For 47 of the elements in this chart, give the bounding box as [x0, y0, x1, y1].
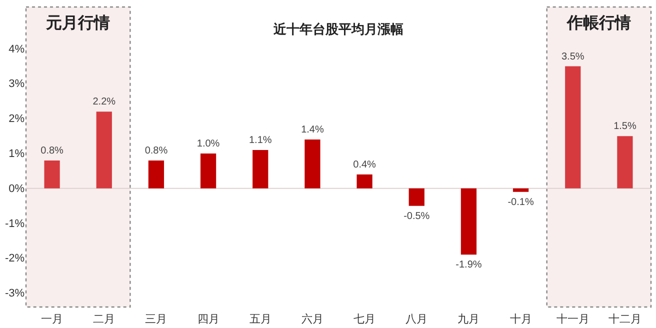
data-label: -0.1%	[508, 196, 534, 208]
data-label: 1.0%	[196, 138, 220, 150]
x-tick-label: 八月	[406, 314, 428, 326]
y-tick-label: 2%	[8, 113, 25, 126]
text: 近十年台股平均月漲幅	[272, 21, 404, 36]
x-tick-label: 九月	[458, 312, 480, 326]
data-label: -0.5%	[404, 210, 430, 222]
bar	[408, 188, 424, 206]
bar	[617, 136, 633, 188]
x-tick-label: 五月	[249, 314, 272, 326]
x-tick-label: 十一月	[556, 312, 590, 326]
bar	[252, 150, 268, 188]
data-label: 3.5%	[561, 51, 584, 62]
data-label: -1.9%	[456, 260, 482, 271]
data-label: 0.8%	[144, 145, 168, 156]
bar	[356, 174, 372, 188]
x-tick-label: 十月	[510, 312, 532, 326]
x-tick-label: 十二月	[608, 312, 642, 326]
x-tick-label: 七月	[354, 312, 376, 326]
bar	[148, 160, 164, 188]
y-tick-label: -3%	[4, 288, 25, 300]
y-tick-label: -2%	[4, 252, 25, 265]
bar	[460, 188, 477, 255]
x-tick-label: 六月	[301, 312, 324, 326]
data-label: 2.2%	[92, 96, 116, 108]
data-label: 1.5%	[614, 121, 636, 132]
bar	[96, 112, 112, 188]
y-tick-label: -1%	[4, 218, 25, 230]
y-tick-label: 3%	[8, 78, 25, 90]
y-tick-label: 0%	[8, 182, 25, 195]
band-label: 元月行情	[45, 14, 110, 32]
bar	[304, 140, 320, 188]
data-label: 0.8%	[40, 145, 64, 156]
data-label: 1.1%	[248, 135, 272, 146]
band-label: 作帳行情	[566, 14, 631, 32]
x-tick-label: 三月	[145, 314, 168, 326]
data-label: 0.4%	[353, 159, 376, 170]
y-tick-label: 4%	[8, 43, 25, 56]
bar	[200, 154, 216, 188]
bar	[565, 66, 581, 188]
bar	[44, 160, 60, 188]
x-tick-label: 一月	[41, 314, 64, 326]
x-tick-label: 四月	[197, 314, 220, 326]
y-tick-label: 1%	[8, 148, 25, 160]
bar	[512, 188, 529, 192]
data-label: 1.4%	[301, 124, 324, 136]
x-tick-label: 二月	[93, 314, 116, 326]
